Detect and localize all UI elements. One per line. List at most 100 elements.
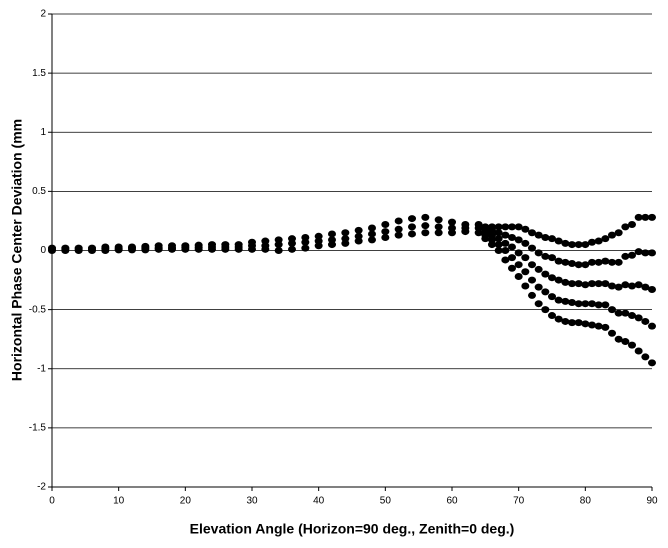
point [601, 280, 610, 288]
point [501, 256, 510, 264]
point [248, 238, 256, 246]
point [521, 254, 530, 262]
point [641, 249, 650, 257]
point [548, 293, 556, 301]
y-tick-label: 1.5 [32, 68, 46, 79]
point [528, 261, 536, 269]
point [601, 235, 610, 243]
point [74, 244, 83, 252]
point [561, 278, 570, 286]
point [608, 282, 616, 290]
point [648, 286, 656, 294]
point [88, 244, 96, 252]
point [534, 249, 543, 257]
point [641, 213, 650, 221]
point [541, 306, 550, 314]
point [508, 264, 516, 272]
point [634, 281, 643, 289]
point [528, 244, 536, 252]
point [521, 225, 530, 233]
point [514, 261, 523, 269]
point [614, 229, 623, 237]
point [528, 276, 536, 284]
point [634, 347, 643, 355]
point [628, 312, 636, 320]
point [408, 223, 416, 231]
point [621, 223, 630, 231]
point [554, 276, 563, 284]
x-tick-label: 60 [446, 496, 458, 507]
point [528, 291, 536, 299]
x-tick-label: 40 [313, 496, 325, 507]
point [608, 231, 616, 239]
point [394, 225, 403, 233]
y-tick-label: -2 [37, 482, 46, 493]
point [594, 237, 603, 245]
point [328, 230, 336, 238]
point [574, 280, 583, 288]
point [614, 309, 623, 317]
point [261, 237, 270, 245]
point [208, 241, 216, 249]
point [394, 217, 403, 225]
point [501, 223, 510, 231]
point [574, 319, 583, 327]
point [628, 251, 636, 259]
point [521, 239, 530, 247]
point [568, 241, 576, 249]
point [621, 309, 630, 317]
point [494, 235, 503, 243]
point [608, 329, 616, 337]
point [488, 223, 496, 231]
point [448, 218, 456, 226]
point [508, 254, 516, 262]
point [581, 300, 590, 308]
point [554, 315, 563, 323]
point [628, 341, 636, 349]
point [114, 243, 123, 251]
x-tick-label: 90 [646, 496, 658, 507]
point [554, 237, 563, 245]
point [634, 314, 643, 322]
point [381, 228, 390, 236]
point [568, 280, 576, 288]
point [541, 233, 550, 241]
point [481, 223, 490, 231]
point [421, 229, 430, 237]
point [621, 252, 630, 260]
point [608, 258, 616, 266]
point [534, 283, 543, 291]
point [288, 245, 296, 253]
point [368, 230, 376, 238]
point [274, 236, 283, 244]
point [628, 282, 636, 290]
point [534, 265, 543, 273]
point [234, 241, 243, 249]
point [648, 249, 656, 257]
point [541, 270, 550, 278]
y-tick-label: -1.5 [29, 423, 47, 434]
point [128, 243, 136, 251]
point [648, 213, 656, 221]
point [548, 312, 556, 320]
point [614, 258, 623, 266]
y-axis-title: Horizontal Phase Center Deviation (mm [9, 119, 25, 381]
point [48, 244, 56, 252]
x-tick-label: 0 [49, 496, 55, 507]
point [588, 321, 596, 329]
point [561, 239, 570, 247]
point [194, 241, 203, 249]
x-tick-label: 70 [513, 496, 525, 507]
y-tick-label: -0.5 [29, 304, 47, 315]
point [634, 248, 643, 256]
point [561, 297, 570, 305]
point [494, 247, 503, 254]
point [514, 273, 523, 281]
point [641, 283, 650, 291]
point [434, 223, 443, 231]
y-tick-label: 2 [40, 9, 46, 20]
point [528, 229, 536, 237]
point [501, 247, 510, 254]
point [588, 300, 596, 308]
point [568, 260, 576, 268]
